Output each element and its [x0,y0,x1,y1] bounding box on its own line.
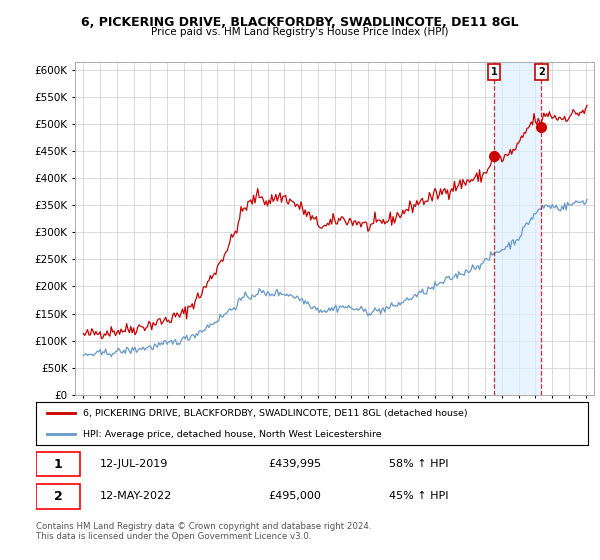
Text: 12-MAY-2022: 12-MAY-2022 [100,491,172,501]
Text: HPI: Average price, detached house, North West Leicestershire: HPI: Average price, detached house, Nort… [83,430,382,439]
Text: 12-JUL-2019: 12-JUL-2019 [100,459,168,469]
Text: 2: 2 [538,67,545,77]
Bar [494,62,541,395]
Text: Price paid vs. HM Land Registry's House Price Index (HPI): Price paid vs. HM Land Registry's House … [151,27,449,37]
Text: £439,995: £439,995 [268,459,321,469]
Text: 6, PICKERING DRIVE, BLACKFORDBY, SWADLINCOTE, DE11 8GL: 6, PICKERING DRIVE, BLACKFORDBY, SWADLIN… [81,16,519,29]
Text: Contains HM Land Registry data © Crown copyright and database right 2024.
This d: Contains HM Land Registry data © Crown c… [36,522,371,542]
Text: 1: 1 [54,458,62,470]
FancyBboxPatch shape [36,484,80,508]
Text: £495,000: £495,000 [268,491,321,501]
Text: 2: 2 [54,490,62,503]
Text: 58% ↑ HPI: 58% ↑ HPI [389,459,449,469]
FancyBboxPatch shape [36,452,80,477]
Text: 6, PICKERING DRIVE, BLACKFORDBY, SWADLINCOTE, DE11 8GL (detached house): 6, PICKERING DRIVE, BLACKFORDBY, SWADLIN… [83,409,467,418]
Text: 1: 1 [491,67,497,77]
Text: 45% ↑ HPI: 45% ↑ HPI [389,491,449,501]
